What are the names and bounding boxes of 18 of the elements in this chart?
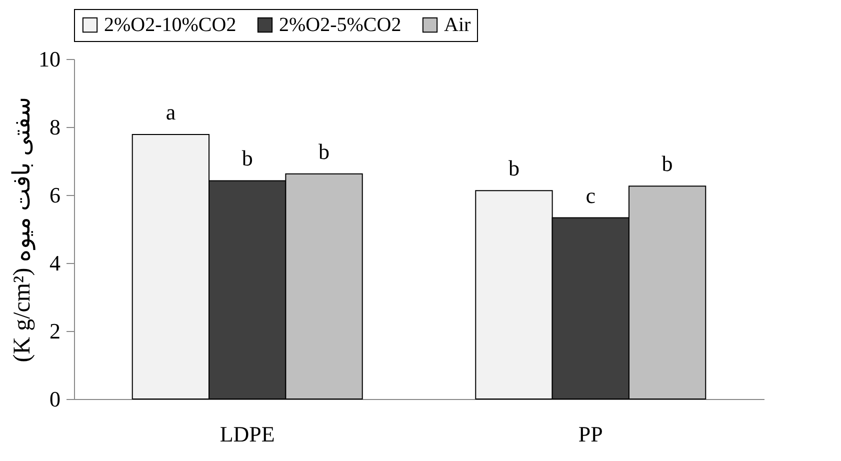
y-tick-label: 4 — [50, 250, 60, 276]
y-tick-label: 8 — [50, 114, 60, 140]
data-label: b — [318, 138, 330, 164]
legend-label: 2%O2-5%CO2 — [279, 14, 402, 36]
x-tick-label: PP — [578, 422, 603, 446]
data-label: a — [166, 99, 176, 124]
data-label: b — [242, 146, 253, 171]
y-tick-label: 2 — [50, 318, 60, 344]
data-label: c — [586, 182, 596, 208]
y-tick-label: 6 — [50, 182, 60, 208]
data-label: b — [508, 156, 520, 181]
data-label: b — [662, 151, 673, 176]
y-tick-label: 10 — [38, 46, 60, 72]
x-tick-label: LDPE — [220, 422, 275, 446]
legend-label: 2%O2-10%CO2 — [104, 14, 236, 36]
y-axis-title: (K g/cm²) سفتی بافت میوه — [10, 96, 36, 362]
legend-label: Air — [444, 14, 471, 36]
y-tick-label: 0 — [50, 386, 60, 412]
